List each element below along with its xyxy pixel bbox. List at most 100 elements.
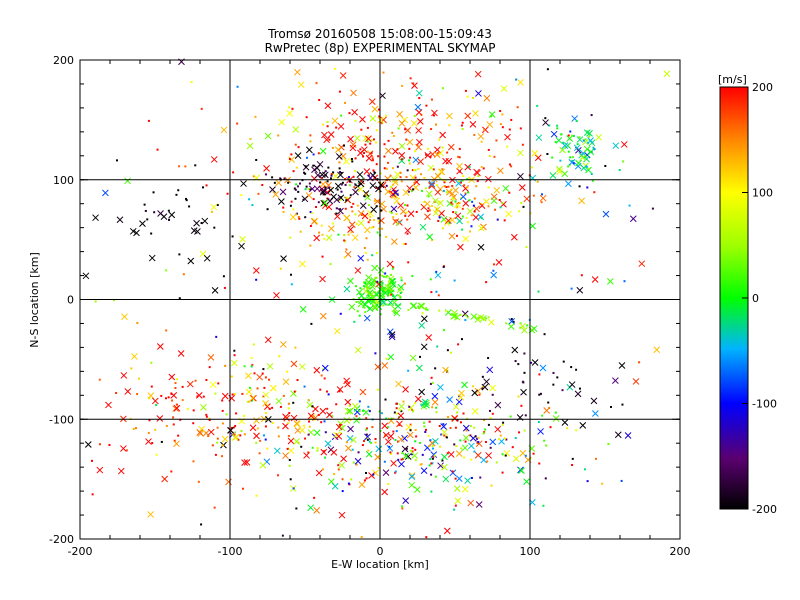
point-dot bbox=[441, 459, 444, 462]
point-dot bbox=[377, 155, 380, 158]
point-dot bbox=[345, 196, 348, 199]
point-dot bbox=[435, 290, 438, 293]
point-x bbox=[493, 186, 501, 194]
point-x bbox=[561, 170, 569, 178]
point-x bbox=[337, 420, 345, 428]
point-dot bbox=[409, 77, 412, 80]
point-dot bbox=[181, 385, 184, 388]
point-x bbox=[275, 179, 282, 187]
point-dot bbox=[375, 265, 378, 268]
point-x bbox=[330, 193, 338, 201]
point-dot bbox=[498, 198, 501, 201]
point-x bbox=[351, 108, 358, 116]
point-dot bbox=[455, 234, 458, 237]
point-dot bbox=[362, 155, 365, 158]
point-x bbox=[299, 305, 307, 313]
point-x bbox=[481, 383, 489, 391]
point-dot bbox=[232, 171, 235, 174]
point-dot bbox=[355, 463, 358, 466]
point-x bbox=[531, 359, 539, 366]
point-dot bbox=[175, 193, 178, 196]
point-dot bbox=[490, 484, 493, 487]
point-dot bbox=[490, 115, 493, 118]
point-dot bbox=[436, 152, 439, 155]
point-dot bbox=[538, 393, 541, 396]
point-x bbox=[443, 527, 451, 535]
point-dot bbox=[375, 163, 378, 166]
point-dot bbox=[383, 155, 386, 158]
point-dot bbox=[282, 210, 285, 213]
point-dot bbox=[347, 233, 350, 236]
point-x bbox=[434, 146, 441, 154]
point-x bbox=[377, 292, 385, 300]
point-x bbox=[415, 109, 423, 116]
point-dot bbox=[337, 468, 340, 471]
point-dot bbox=[509, 415, 512, 418]
point-x bbox=[293, 438, 300, 445]
point-dot bbox=[308, 425, 311, 428]
point-x bbox=[262, 400, 269, 407]
point-x bbox=[288, 156, 296, 163]
point-dot bbox=[353, 320, 356, 323]
point-dot bbox=[196, 395, 199, 398]
point-x bbox=[486, 121, 494, 128]
point-x bbox=[511, 346, 519, 354]
point-dot bbox=[392, 216, 395, 219]
point-dot bbox=[414, 440, 417, 443]
point-dot bbox=[168, 218, 171, 221]
point-dot bbox=[341, 478, 344, 481]
point-x bbox=[410, 119, 418, 127]
point-x bbox=[447, 143, 455, 151]
point-dot bbox=[623, 280, 626, 283]
point-dot bbox=[459, 439, 462, 442]
point-dot bbox=[413, 114, 416, 117]
point-dot bbox=[474, 315, 477, 318]
point-dot bbox=[344, 178, 347, 181]
point-x bbox=[334, 182, 342, 190]
point-dot bbox=[248, 386, 251, 389]
point-dot bbox=[439, 445, 442, 448]
point-dot bbox=[213, 226, 216, 229]
point-dot bbox=[454, 477, 457, 480]
point-dot bbox=[520, 201, 523, 204]
point-dot bbox=[205, 415, 208, 418]
point-dot bbox=[375, 186, 378, 189]
point-x bbox=[346, 435, 354, 442]
point-dot bbox=[383, 291, 386, 294]
point-x bbox=[412, 156, 420, 164]
point-x bbox=[502, 185, 510, 192]
point-dot bbox=[413, 402, 416, 405]
point-dot bbox=[200, 523, 203, 526]
point-x bbox=[321, 364, 329, 372]
point-dot bbox=[399, 409, 402, 412]
point-dot bbox=[477, 436, 480, 439]
point-x bbox=[442, 475, 450, 483]
point-dot bbox=[303, 385, 306, 388]
point-dot bbox=[366, 258, 369, 261]
point-dot bbox=[395, 213, 398, 216]
point-dot bbox=[216, 204, 219, 207]
point-dot bbox=[264, 425, 267, 428]
point-dot bbox=[473, 450, 476, 453]
point-x bbox=[505, 210, 512, 218]
point-dot bbox=[448, 221, 451, 224]
point-dot bbox=[499, 123, 502, 126]
point-x bbox=[357, 180, 365, 188]
point-dot bbox=[415, 435, 418, 438]
point-dot bbox=[394, 190, 397, 193]
point-dot bbox=[200, 222, 203, 225]
point-x bbox=[319, 180, 327, 188]
point-x bbox=[340, 455, 347, 463]
point-x bbox=[464, 163, 472, 171]
point-dot bbox=[429, 439, 432, 442]
point-x bbox=[461, 381, 468, 389]
point-dot bbox=[155, 403, 158, 406]
point-dot bbox=[552, 383, 555, 386]
point-x bbox=[238, 242, 245, 250]
point-x bbox=[472, 110, 479, 117]
point-dot bbox=[192, 409, 195, 412]
point-x bbox=[280, 255, 287, 262]
point-dot bbox=[147, 119, 150, 122]
point-dot bbox=[445, 309, 448, 312]
point-x bbox=[425, 334, 433, 341]
